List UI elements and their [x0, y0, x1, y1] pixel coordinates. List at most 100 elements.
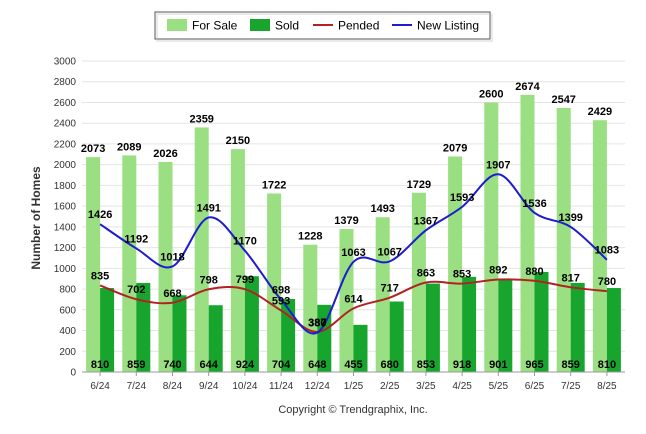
- y-tick-label: 3000: [54, 57, 77, 68]
- label-for-sale: 2089: [117, 141, 141, 153]
- label-pended: 798: [200, 274, 218, 286]
- x-tick-label: 12/24: [305, 381, 330, 392]
- label-for-sale: 1379: [334, 215, 358, 227]
- label-new-listing: 1192: [124, 233, 148, 245]
- label-for-sale: 2150: [226, 135, 250, 147]
- bar-for-sale: [592, 120, 607, 372]
- y-tick-label: 1000: [54, 264, 77, 275]
- label-for-sale: 1729: [407, 179, 431, 191]
- label-new-listing: 1367: [414, 215, 438, 227]
- x-tick-label: 2/25: [380, 381, 400, 392]
- label-for-sale: 2079: [443, 142, 467, 154]
- label-for-sale: 2429: [588, 106, 612, 118]
- y-tick-label: 2200: [54, 139, 77, 150]
- line-pended: [99, 278, 608, 333]
- y-tick-label: 2000: [54, 160, 77, 171]
- label-new-listing: 1063: [341, 247, 365, 259]
- label-sold: 740: [163, 359, 181, 371]
- label-sold: 859: [562, 359, 580, 371]
- y-tick-label: 0: [70, 368, 76, 379]
- x-tick-label: 6/24: [90, 381, 110, 392]
- bar-for-sale: [303, 244, 318, 372]
- label-pended: 835: [91, 270, 109, 282]
- label-for-sale: 2073: [81, 143, 105, 155]
- label-sold: 704: [272, 359, 291, 371]
- label-pended: 853: [453, 269, 471, 281]
- label-sold: 680: [381, 359, 399, 371]
- y-tick-label: 600: [59, 305, 76, 316]
- legend-item-for-sale-swatch: [167, 19, 187, 31]
- label-pended: 880: [525, 266, 543, 278]
- label-new-listing: 1426: [88, 209, 112, 221]
- copyright-text: Copyright © Trendgraphix, Inc.: [278, 404, 427, 416]
- bar-for-sale: [122, 155, 137, 372]
- label-sold: 455: [344, 359, 362, 371]
- x-tick-label: 8/24: [163, 381, 183, 392]
- bar-sold: [172, 295, 187, 372]
- label-sold: 924: [236, 359, 255, 371]
- label-for-sale: 2359: [189, 113, 213, 125]
- bar-sold: [534, 271, 549, 372]
- label-pended: 717: [381, 283, 399, 295]
- bar-for-sale: [484, 102, 499, 372]
- label-for-sale: 1228: [298, 231, 322, 243]
- data-labels: 2073 810 2089 859 2026 740 2359 644 2150 924 1722 7…: [81, 81, 619, 371]
- legend-shadow: [156, 13, 493, 42]
- label-new-listing: 698: [272, 285, 290, 297]
- label-new-listing: 1083: [595, 245, 619, 257]
- label-sold: 859: [127, 359, 145, 371]
- bar-for-sale: [375, 217, 390, 372]
- y-axis: 0 200 400 600 800 1000 1200 1400 1600 1800 2000 220…: [54, 57, 77, 379]
- label-new-listing: 1907: [486, 159, 510, 171]
- x-tick-label: 11/24: [269, 381, 294, 392]
- y-tick-label: 1400: [54, 222, 77, 233]
- bar-sold: [462, 276, 477, 372]
- x-tick-label: 3/25: [416, 381, 436, 392]
- label-for-sale: 1493: [370, 203, 394, 215]
- bar-sold: [498, 278, 513, 372]
- y-tick-label: 800: [59, 285, 76, 296]
- label-new-listing: 380: [308, 318, 326, 330]
- label-for-sale: 2026: [153, 148, 177, 160]
- legend-item-pended-label: Pended: [338, 19, 379, 33]
- legend-item-new-listing-label: New Listing: [417, 19, 479, 33]
- label-new-listing: 1593: [450, 192, 474, 204]
- x-tick-label: 4/25: [452, 381, 472, 392]
- label-pended: 892: [489, 265, 507, 277]
- y-axis-title: Number of Homes: [29, 166, 43, 270]
- x-tick-label: 6/25: [525, 381, 545, 392]
- y-tick-label: 1200: [54, 243, 77, 254]
- label-sold: 965: [525, 359, 543, 371]
- bar-for-sale: [556, 107, 571, 372]
- label-pended: 614: [344, 293, 363, 305]
- bar-sold: [208, 305, 223, 372]
- bar-for-sale: [194, 127, 209, 372]
- label-sold: 918: [453, 359, 471, 371]
- label-new-listing: 1491: [196, 202, 220, 214]
- y-tick-label: 200: [59, 347, 76, 358]
- bar-for-sale: [520, 94, 535, 372]
- line-new-listing: [99, 173, 608, 335]
- label-pended: 799: [236, 274, 254, 286]
- y-tick-label: 2400: [54, 119, 77, 130]
- label-new-listing: 1536: [522, 198, 546, 210]
- bar-for-sale: [448, 156, 463, 372]
- label-new-listing: 1170: [233, 236, 257, 248]
- label-new-listing: 1067: [377, 246, 401, 258]
- label-new-listing: 1399: [558, 212, 582, 224]
- label-pended: 668: [163, 288, 181, 300]
- label-pended: 702: [127, 284, 145, 296]
- x-tick-label: 9/24: [199, 381, 219, 392]
- label-sold: 644: [200, 359, 219, 371]
- label-for-sale: 1722: [262, 179, 286, 191]
- bar-sold: [606, 288, 621, 372]
- label-sold: 901: [489, 359, 507, 371]
- bar-for-sale: [411, 192, 426, 372]
- label-sold: 853: [417, 359, 435, 371]
- bar-sold: [317, 304, 332, 372]
- label-sold: 810: [598, 359, 616, 371]
- lines: [99, 173, 608, 335]
- bar-sold: [389, 301, 404, 372]
- bar-sold: [136, 282, 151, 372]
- bar-sold: [353, 324, 368, 372]
